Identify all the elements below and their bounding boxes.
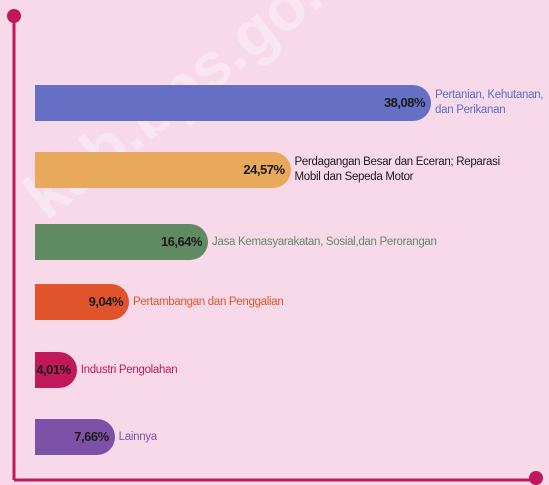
value-label: 9,04% — [88, 294, 124, 309]
bar — [35, 284, 130, 320]
category-label: Pertambangan dan Penggalian — [133, 295, 284, 308]
value-label: 24,57% — [243, 162, 285, 177]
value-label: 38,08% — [383, 95, 426, 110]
bar — [35, 224, 209, 260]
category-label: Pertanian, Kehutanan, dan Perikanan — [435, 89, 544, 116]
value-label: 16,64% — [160, 234, 203, 249]
bar — [35, 419, 115, 455]
bar — [35, 85, 432, 121]
bar — [35, 152, 291, 188]
value-label: 4,01% — [36, 362, 71, 377]
axis-dot — [7, 9, 21, 23]
category-label: Perdagangan Besar dan Eceran; Reparasi M… — [294, 156, 501, 183]
value-label: 7,66% — [74, 429, 109, 444]
category-label: Industri Pengolahan — [80, 363, 178, 376]
category-label: Jasa Kemasyarakatan, Sosial,dan Perorang… — [212, 235, 437, 248]
bar — [35, 352, 77, 388]
axis-dot — [529, 471, 543, 485]
category-label: Lainnya — [118, 430, 157, 443]
